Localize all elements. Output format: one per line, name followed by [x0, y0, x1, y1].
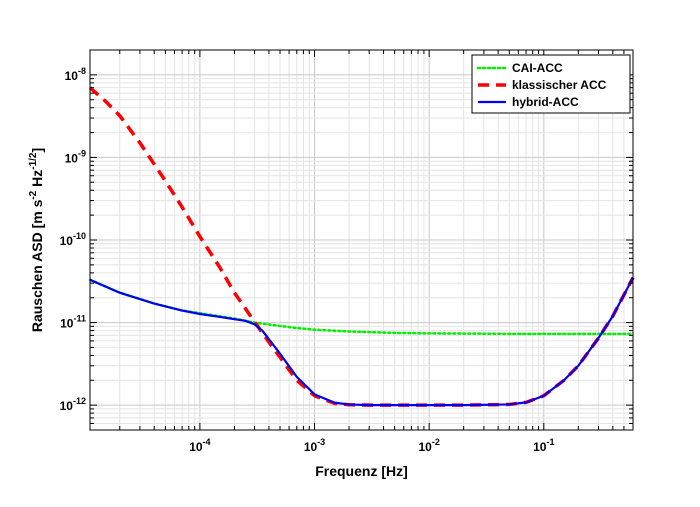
- legend: CAI-ACC klassischer ACC hybrid-ACC: [471, 54, 631, 114]
- y-axis-label-mid: Hz: [29, 170, 45, 191]
- x-tick-label: 10-4: [189, 437, 210, 454]
- x-tick-label: 10-3: [304, 437, 325, 454]
- series-lines: [88, 86, 635, 407]
- y-axis-label-exp2: -1/2: [28, 152, 39, 170]
- legend-label: klassischer ACC: [512, 78, 607, 92]
- x-axis-label: Frequenz [Hz]: [315, 463, 408, 479]
- legend-label: CAI-ACC: [512, 61, 563, 75]
- series-line-klassischer-acc: [88, 86, 635, 407]
- y-axis-label-exp1: -2: [28, 190, 39, 199]
- y-tick-label: 10-9: [65, 148, 86, 165]
- axis-ticks: 10-4 10-3 10-2 10-1 10-12 10-11 10-10 10-9 10-8: [60, 49, 633, 454]
- x-tick-label: 10-1: [533, 437, 554, 454]
- y-axis-label-base: Rauschen ASD [m s: [29, 199, 45, 332]
- y-tick-label: 10-10: [60, 231, 86, 248]
- y-tick-label: 10-8: [65, 66, 86, 83]
- y-tick-label: 10-11: [60, 314, 86, 331]
- series-line-hybrid-acc: [89, 277, 634, 407]
- legend-items: CAI-ACC klassischer ACC hybrid-ACC: [476, 61, 607, 109]
- legend-label: hybrid-ACC: [512, 95, 579, 109]
- y-axis-label: Rauschen ASD [m s-2 Hz-1/2]: [28, 148, 45, 332]
- y-tick-label: 10-12: [60, 396, 86, 413]
- x-tick-label: 10-2: [418, 437, 439, 454]
- y-axis-label-end: ]: [29, 148, 45, 153]
